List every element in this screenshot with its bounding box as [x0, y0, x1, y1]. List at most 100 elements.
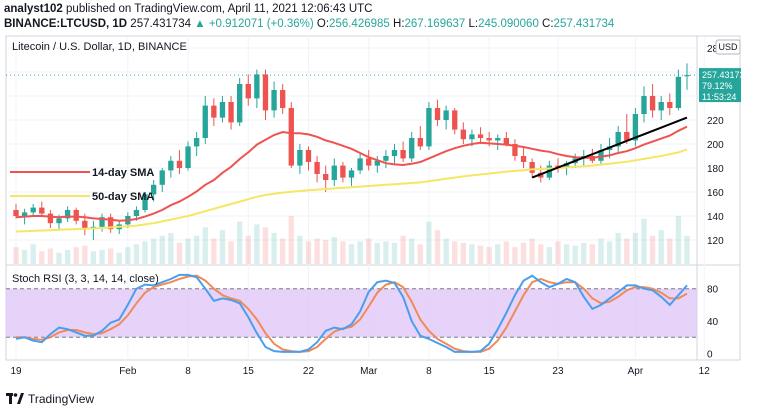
candle[interactable]	[13, 204, 19, 219]
volume-bar	[641, 218, 647, 264]
candle-body	[236, 84, 243, 123]
volume-bar	[159, 235, 165, 264]
candle[interactable]	[649, 84, 656, 118]
candle-body	[193, 138, 200, 147]
volume-bar	[383, 241, 389, 264]
candle[interactable]	[598, 144, 604, 166]
candle[interactable]	[641, 86, 647, 123]
candle-body	[658, 102, 664, 111]
candle[interactable]	[434, 99, 441, 126]
volume-bar	[589, 244, 596, 264]
candle[interactable]	[400, 141, 406, 162]
candle[interactable]	[262, 69, 269, 120]
candle[interactable]	[675, 69, 682, 111]
candle[interactable]	[193, 132, 200, 156]
candle[interactable]	[555, 158, 561, 173]
candle-body	[366, 158, 372, 166]
candle[interactable]	[236, 78, 243, 126]
candle[interactable]	[615, 126, 621, 154]
volume-bar	[409, 238, 415, 264]
candle[interactable]	[348, 168, 355, 186]
candle[interactable]	[529, 158, 535, 178]
candle[interactable]	[323, 165, 329, 192]
candle[interactable]	[245, 74, 251, 106]
candle[interactable]	[90, 220, 97, 240]
candle-body	[21, 212, 28, 216]
candle-body	[133, 210, 140, 216]
candle[interactable]	[684, 63, 690, 90]
publisher-name[interactable]: analyst102	[4, 3, 63, 15]
volume-bar	[443, 238, 449, 264]
candle[interactable]	[357, 153, 363, 174]
candle[interactable]	[168, 156, 174, 178]
candle[interactable]	[443, 105, 449, 130]
candle[interactable]	[185, 141, 191, 171]
candle[interactable]	[219, 96, 226, 123]
candle[interactable]	[667, 93, 673, 116]
time-tick-label: 15	[484, 366, 496, 377]
candle[interactable]	[211, 98, 217, 126]
candle-body	[297, 150, 303, 166]
volume-bar	[555, 241, 561, 264]
currency-badge[interactable]	[715, 39, 741, 55]
trend-line[interactable]	[531, 116, 688, 179]
candle[interactable]	[632, 108, 639, 147]
candle[interactable]	[658, 96, 664, 120]
candle-body	[323, 174, 329, 180]
candle[interactable]	[228, 96, 234, 130]
candle[interactable]	[202, 96, 208, 144]
candle[interactable]	[477, 127, 484, 144]
volume-bar	[615, 232, 621, 264]
volume-bar	[675, 216, 682, 264]
candle[interactable]	[624, 114, 630, 144]
candle-body	[228, 102, 234, 123]
candle-body	[477, 134, 484, 138]
candle-body	[168, 160, 174, 171]
candle[interactable]	[271, 81, 277, 118]
candle-body	[271, 90, 277, 111]
volume-bar	[460, 242, 467, 264]
candle[interactable]	[331, 158, 337, 186]
candle[interactable]	[254, 69, 260, 108]
candle[interactable]	[280, 84, 286, 114]
candle-body	[288, 108, 294, 166]
candle[interactable]	[305, 146, 312, 171]
candle[interactable]	[426, 102, 432, 150]
chart-labels: Litecoin / U.S. Dollar, 1D, BINANCE Stoch…	[10, 41, 187, 285]
candle[interactable]	[374, 156, 380, 173]
volume-bar	[314, 238, 320, 264]
volume-bar	[193, 235, 200, 264]
candle[interactable]	[107, 213, 114, 233]
candle[interactable]	[297, 144, 303, 174]
candle[interactable]	[176, 150, 183, 174]
volume-bar	[176, 242, 183, 264]
candle[interactable]	[409, 132, 415, 162]
volume-bar	[340, 241, 346, 264]
symbol-label: BINANCE:LTCUSD, 1D	[4, 18, 128, 30]
candle[interactable]	[383, 150, 389, 168]
candle[interactable]	[64, 206, 71, 222]
candle[interactable]	[47, 210, 54, 228]
candle[interactable]	[520, 147, 527, 168]
volume-bar	[486, 247, 492, 264]
stoch-band	[6, 288, 697, 338]
candle[interactable]	[391, 144, 398, 165]
volume-bar	[400, 235, 406, 264]
candle[interactable]	[288, 102, 294, 168]
candle[interactable]	[460, 122, 467, 144]
candle[interactable]	[30, 204, 36, 216]
candle[interactable]	[495, 134, 501, 150]
candle[interactable]	[142, 192, 148, 213]
candle[interactable]	[340, 162, 346, 183]
candle[interactable]	[512, 139, 518, 161]
candle[interactable]	[452, 108, 458, 135]
candle[interactable]	[366, 150, 372, 171]
candle[interactable]	[314, 156, 320, 183]
chart-area[interactable]: 12014016018020022024026028019Feb81522Mar…	[0, 34, 768, 384]
candle[interactable]	[150, 180, 157, 202]
candles[interactable]	[13, 63, 690, 240]
tradingview-logo[interactable]: TradingView	[6, 392, 94, 406]
candle[interactable]	[417, 126, 423, 150]
candle[interactable]	[159, 168, 165, 192]
candle[interactable]	[39, 201, 45, 216]
